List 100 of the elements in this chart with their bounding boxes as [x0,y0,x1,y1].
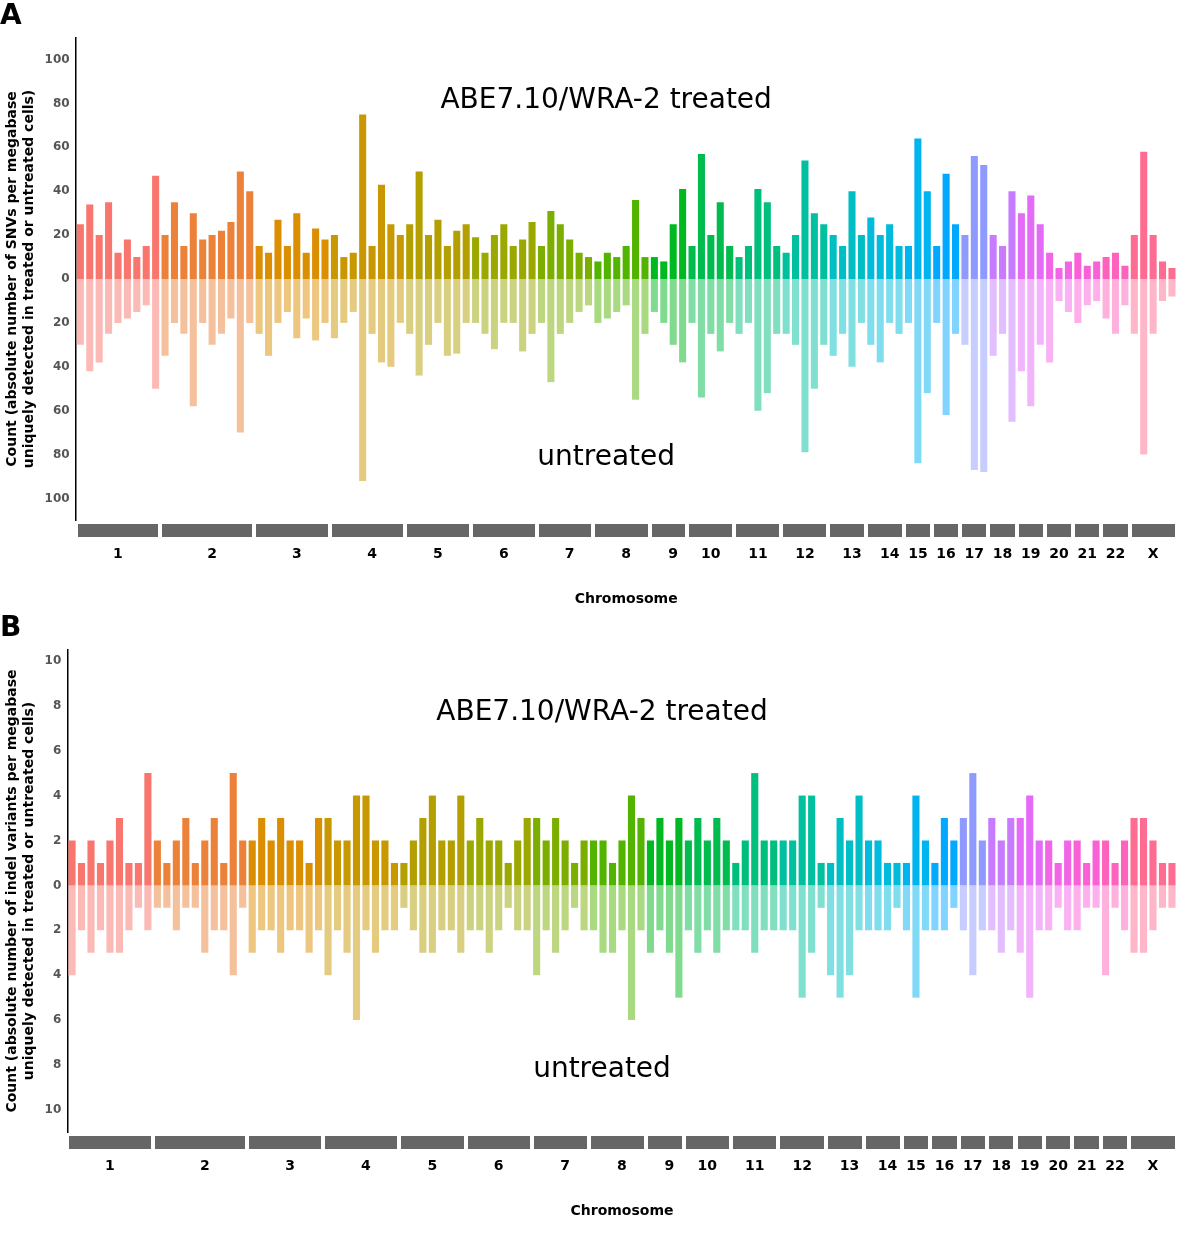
bar [660,261,668,279]
bar [703,840,711,886]
bar [679,279,687,363]
bar [902,885,911,931]
bar [980,164,988,279]
bar [970,156,978,279]
y-tick-label: 8 [52,1057,62,1072]
bar [509,246,517,279]
bar [312,279,320,341]
bar [170,279,178,323]
bar [293,279,301,339]
bar [134,885,142,908]
bar [1130,279,1138,334]
x-tick-label: 7 [564,545,575,562]
y-tick-label: 6 [52,1012,62,1027]
bar [735,257,743,279]
bar [425,279,433,345]
bar [627,885,636,1021]
bar [989,235,997,279]
bar [161,279,169,356]
x-tick-label: 18 [991,1157,1012,1174]
bar [76,224,84,279]
bar [359,279,367,481]
bar [229,773,237,886]
bar [239,840,247,886]
bar [172,885,180,931]
chart-title: A [0,0,22,32]
bar [504,885,512,908]
x-tick-label: 22 [1105,1157,1125,1174]
bar [387,279,395,367]
bar [457,885,465,953]
bar [1149,840,1157,886]
bar [258,885,266,931]
bar [997,885,1005,953]
bar [876,279,884,363]
x-tick-label: 2 [207,545,217,562]
bar [68,885,76,976]
bar [208,279,216,345]
bar [961,279,969,345]
bar [343,840,351,886]
bar [618,885,626,931]
bar [1130,235,1138,279]
bar [999,246,1007,279]
bar [125,885,133,931]
bar [182,818,190,886]
bar [1064,840,1072,886]
bar [265,252,273,279]
bar [1083,885,1091,908]
bar [1111,279,1120,334]
bar [343,885,351,953]
bar [754,189,762,279]
bar [839,279,847,334]
bar [381,885,389,931]
y-tick-label: 0 [52,877,62,892]
x-axis-title: Chromosome [574,590,678,607]
bar [330,235,338,279]
bar [481,252,489,279]
bar [1139,818,1148,886]
bar [669,279,677,345]
bar [352,795,361,886]
bar [1168,279,1176,297]
bar [857,279,865,323]
bar [286,885,294,931]
bar [96,862,105,886]
bar [599,840,607,886]
bar [495,885,503,931]
bar [1074,252,1082,279]
bar [152,279,160,389]
bar [637,885,645,931]
bar [641,279,649,334]
bar [688,279,696,323]
bar [315,885,323,931]
bar [144,773,152,886]
bar [133,279,141,312]
bar [902,862,911,886]
bar [912,885,920,998]
bar [528,279,536,334]
bar [255,246,263,279]
bar [368,246,376,279]
bar [87,885,95,953]
bar [255,279,263,334]
bar [481,279,489,334]
x-tick-label: 8 [617,1157,627,1174]
bar [679,189,687,279]
bar [409,885,417,931]
bar [675,818,683,886]
bar [321,239,329,279]
bar [1102,279,1110,319]
bar [220,885,228,931]
x-tick-label: 16 [934,1157,955,1174]
bar [330,279,338,339]
bar [988,818,996,886]
bar [684,840,692,886]
bar [1093,279,1101,301]
bar [904,246,912,279]
x-tick-label: 6 [493,1157,504,1174]
x-tick-label: 9 [668,545,679,562]
bar [675,885,683,998]
bar [1054,885,1062,908]
bar [627,795,636,886]
